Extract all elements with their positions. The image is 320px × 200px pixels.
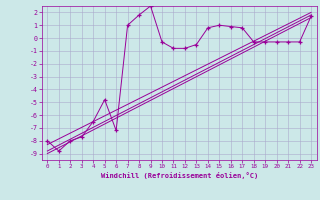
X-axis label: Windchill (Refroidissement éolien,°C): Windchill (Refroidissement éolien,°C) — [100, 172, 258, 179]
